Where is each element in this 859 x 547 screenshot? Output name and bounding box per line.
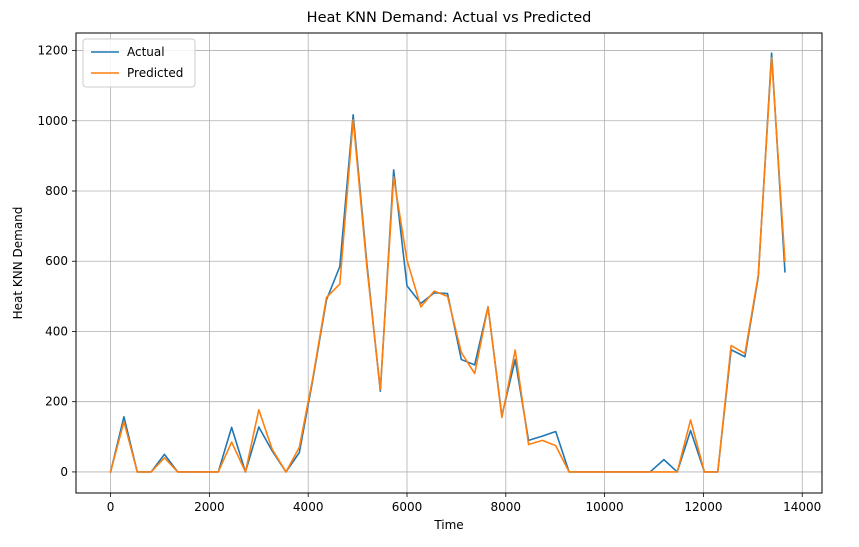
y-tick-label: 200 bbox=[45, 395, 68, 409]
x-tick-label: 12000 bbox=[684, 500, 722, 514]
legend-label-actual: Actual bbox=[127, 45, 165, 59]
plot-frame bbox=[75, 32, 823, 494]
x-tick-label: 2000 bbox=[194, 500, 225, 514]
x-tick-label: 10000 bbox=[586, 500, 624, 514]
series-line-predicted bbox=[109, 56, 786, 473]
x-tick-label: 14000 bbox=[783, 500, 821, 514]
x-tick-label: 8000 bbox=[491, 500, 522, 514]
x-tick-label: 6000 bbox=[392, 500, 423, 514]
legend: Actual Predicted bbox=[82, 38, 196, 88]
x-tick-label: 4000 bbox=[293, 500, 324, 514]
series-lines bbox=[109, 52, 786, 473]
y-tick-label: 800 bbox=[45, 184, 68, 198]
axis-ticks: 0 2000 4000 6000 8000 10000 12000 14000 0 200 400 6… bbox=[37, 44, 821, 514]
y-tick-label: 1000 bbox=[37, 114, 68, 128]
y-tick-label: 400 bbox=[45, 324, 68, 338]
y-tick-label: 1200 bbox=[37, 44, 68, 58]
legend-box bbox=[82, 38, 196, 88]
x-axis-label: Time bbox=[433, 518, 463, 532]
y-axis-label: Heat KNN Demand bbox=[11, 207, 25, 320]
series-line-actual bbox=[109, 52, 786, 473]
x-tick-label: 0 bbox=[107, 500, 115, 514]
chart-title: Heat KNN Demand: Actual vs Predicted bbox=[307, 10, 592, 26]
legend-label-predicted: Predicted bbox=[127, 66, 183, 80]
y-tick-label: 0 bbox=[60, 465, 68, 479]
y-tick-label: 600 bbox=[45, 254, 68, 268]
